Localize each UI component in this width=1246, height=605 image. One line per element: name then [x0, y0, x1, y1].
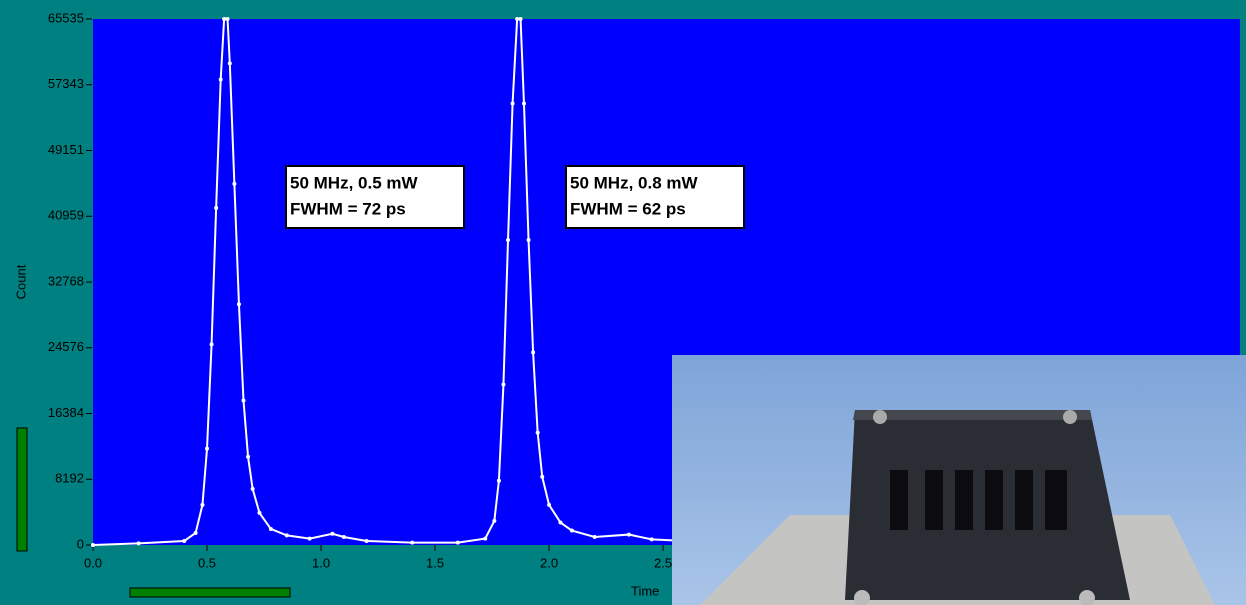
y-tick-label: 40959	[48, 208, 84, 223]
data-point	[492, 518, 497, 523]
data-point	[341, 534, 346, 539]
x-tick-label: 0.0	[84, 555, 102, 570]
data-point	[592, 534, 597, 539]
data-point	[209, 342, 214, 347]
data-point	[250, 486, 255, 491]
data-point	[268, 526, 273, 531]
data-point	[225, 17, 230, 21]
y-tick-label: 32768	[48, 273, 84, 288]
data-point	[515, 17, 520, 21]
data-point	[241, 398, 246, 403]
data-point	[518, 17, 523, 21]
data-point	[526, 238, 531, 243]
data-point	[501, 382, 506, 387]
y-tick-label: 57343	[48, 76, 84, 91]
annotation-box	[565, 165, 745, 229]
data-line	[92, 18, 686, 546]
data-point	[91, 543, 95, 547]
data-point	[540, 474, 545, 479]
x-tick-label: 2.5	[654, 555, 672, 570]
x-tick-label: 1.0	[312, 555, 330, 570]
data-point	[330, 531, 335, 536]
x-tick-label: 1.5	[426, 555, 444, 570]
y-tick-label: 24576	[48, 339, 84, 354]
data-point	[626, 532, 631, 537]
data-point	[200, 502, 205, 507]
y-tick-label: 65535	[48, 10, 84, 25]
data-point	[569, 528, 574, 533]
data-point	[214, 205, 219, 210]
data-point	[455, 540, 460, 545]
x-tick-label: 2.0	[540, 555, 558, 570]
data-point	[510, 101, 515, 106]
data-point	[506, 238, 511, 243]
data-point	[227, 61, 232, 66]
annotation-text: 50 MHz, 0.5 mW	[290, 173, 418, 192]
data-point	[232, 181, 237, 186]
annotation-text: FWHM = 62 ps	[570, 199, 686, 218]
data-point	[193, 530, 198, 535]
y-axis-label: Count	[13, 264, 28, 299]
data-point	[307, 536, 312, 541]
y-tick-label: 16384	[48, 405, 84, 420]
y-tick-label: 49151	[48, 142, 84, 157]
data-point	[531, 350, 536, 355]
data-point	[483, 536, 488, 541]
data-point	[222, 17, 227, 21]
data-point	[257, 510, 262, 515]
data-point	[547, 502, 552, 507]
data-point	[218, 77, 223, 82]
x-axis-label: Time	[631, 583, 659, 598]
data-point	[236, 302, 241, 307]
data-point	[246, 454, 251, 459]
data-point	[496, 478, 501, 483]
data-point	[558, 520, 563, 525]
annotation-text: FWHM = 72 ps	[290, 199, 406, 218]
y-tick-label: 0	[77, 536, 84, 551]
x-tick-label: 0.5	[198, 555, 216, 570]
data-point	[205, 446, 210, 451]
data-point	[364, 538, 369, 543]
data-point	[136, 541, 141, 546]
data-point	[410, 540, 415, 545]
annotation-text: 50 MHz, 0.8 mW	[570, 173, 698, 192]
vertical-slider[interactable]	[16, 427, 28, 552]
annotation-box	[285, 165, 465, 229]
data-point	[521, 101, 526, 106]
data-point	[535, 430, 540, 435]
y-tick-label: 8192	[55, 471, 84, 486]
horizontal-slider[interactable]	[129, 587, 291, 598]
data-point	[182, 538, 187, 543]
data-point	[284, 533, 289, 538]
photo	[672, 355, 1246, 605]
data-point	[649, 537, 654, 542]
